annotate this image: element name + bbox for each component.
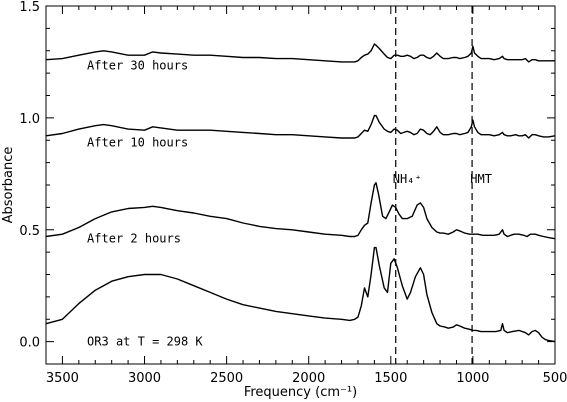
spectrum-line bbox=[45, 43, 555, 63]
spectrum-lines bbox=[45, 43, 556, 343]
x-tick-label: 1000 bbox=[456, 371, 489, 386]
spectrum-line bbox=[45, 114, 556, 139]
x-axis-label: Frequency (cm⁻¹) bbox=[244, 385, 357, 400]
y-axis-ticks: 0.0 0.5 1.0 1.5 bbox=[19, 0, 555, 365]
x-axis-ticks: 3500 3000 2500 2000 1500 1000 500 bbox=[45, 6, 567, 386]
x-tick-label: 3000 bbox=[128, 371, 161, 386]
spectrum-line bbox=[45, 182, 556, 240]
spectrum-label: After 10 hours bbox=[87, 135, 188, 149]
peak-annotation: HMT bbox=[470, 172, 492, 186]
y-tick-label: 0.5 bbox=[19, 224, 40, 239]
peak-annotation: NH₄⁺ bbox=[393, 172, 422, 186]
y-tick-label: 1.0 bbox=[19, 112, 40, 127]
y-tick-label: 1.5 bbox=[19, 0, 40, 15]
spectrum-labels: OR3 at T = 298 K After 2 hours After 10 ho… bbox=[87, 58, 203, 348]
x-tick-label: 1500 bbox=[374, 371, 407, 386]
x-tick-label: 500 bbox=[543, 371, 567, 386]
vertical-marker-lines bbox=[395, 6, 473, 364]
peak-annotations: NH₄⁺ HMT bbox=[393, 172, 492, 186]
x-tick-label: 2500 bbox=[210, 371, 243, 386]
spectrum-label: After 30 hours bbox=[87, 58, 188, 72]
spectrum-line bbox=[45, 246, 556, 343]
spectrum-label: After 2 hours bbox=[87, 232, 181, 246]
x-tick-label: 3500 bbox=[46, 371, 79, 386]
spectrum-label: OR3 at T = 298 K bbox=[87, 335, 203, 349]
y-axis-label: Absorbance bbox=[1, 147, 16, 224]
y-tick-label: 0.0 bbox=[19, 336, 40, 351]
x-tick-label: 2000 bbox=[292, 371, 325, 386]
